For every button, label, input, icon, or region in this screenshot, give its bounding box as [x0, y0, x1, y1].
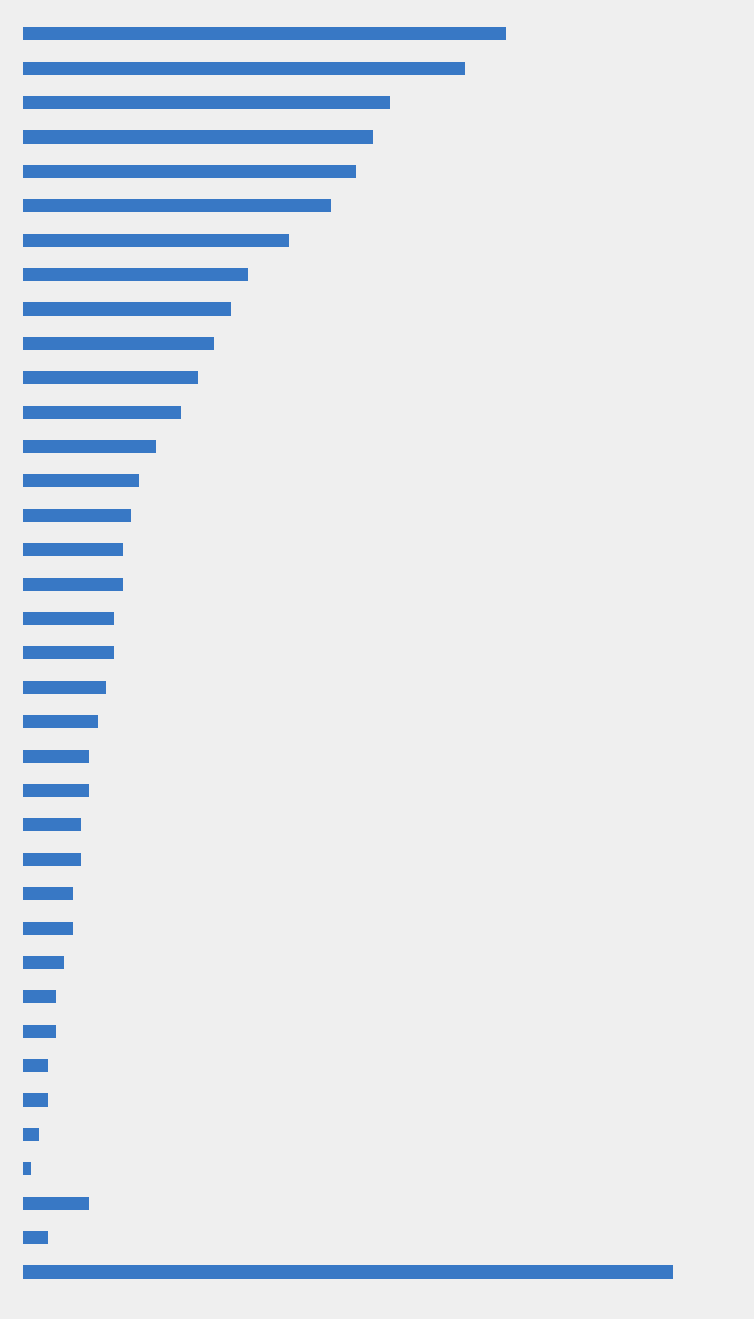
- Bar: [23, 612, 115, 625]
- Bar: [23, 749, 89, 762]
- Bar: [23, 1128, 39, 1141]
- Bar: [23, 1025, 56, 1038]
- Bar: [23, 922, 72, 935]
- Bar: [23, 62, 464, 75]
- Bar: [23, 302, 231, 315]
- Bar: [23, 1231, 48, 1244]
- Bar: [23, 888, 72, 900]
- Bar: [23, 165, 356, 178]
- Bar: [23, 1265, 673, 1278]
- Bar: [23, 578, 123, 591]
- Bar: [23, 441, 156, 454]
- Bar: [23, 681, 106, 694]
- Bar: [23, 96, 390, 109]
- Bar: [23, 543, 123, 557]
- Bar: [23, 509, 131, 522]
- Bar: [23, 715, 98, 728]
- Bar: [23, 28, 506, 41]
- Bar: [23, 1059, 48, 1072]
- Bar: [23, 1093, 48, 1107]
- Bar: [23, 646, 115, 660]
- Bar: [23, 991, 56, 1004]
- Bar: [23, 371, 198, 384]
- Bar: [23, 131, 372, 144]
- Bar: [23, 1196, 89, 1210]
- Bar: [23, 1162, 31, 1175]
- Bar: [23, 783, 89, 797]
- Bar: [23, 818, 81, 831]
- Bar: [23, 268, 248, 281]
- Bar: [23, 956, 64, 969]
- Bar: [23, 406, 181, 418]
- Bar: [23, 336, 214, 350]
- Bar: [23, 475, 139, 488]
- Bar: [23, 233, 290, 247]
- Bar: [23, 852, 81, 865]
- Bar: [23, 199, 331, 212]
